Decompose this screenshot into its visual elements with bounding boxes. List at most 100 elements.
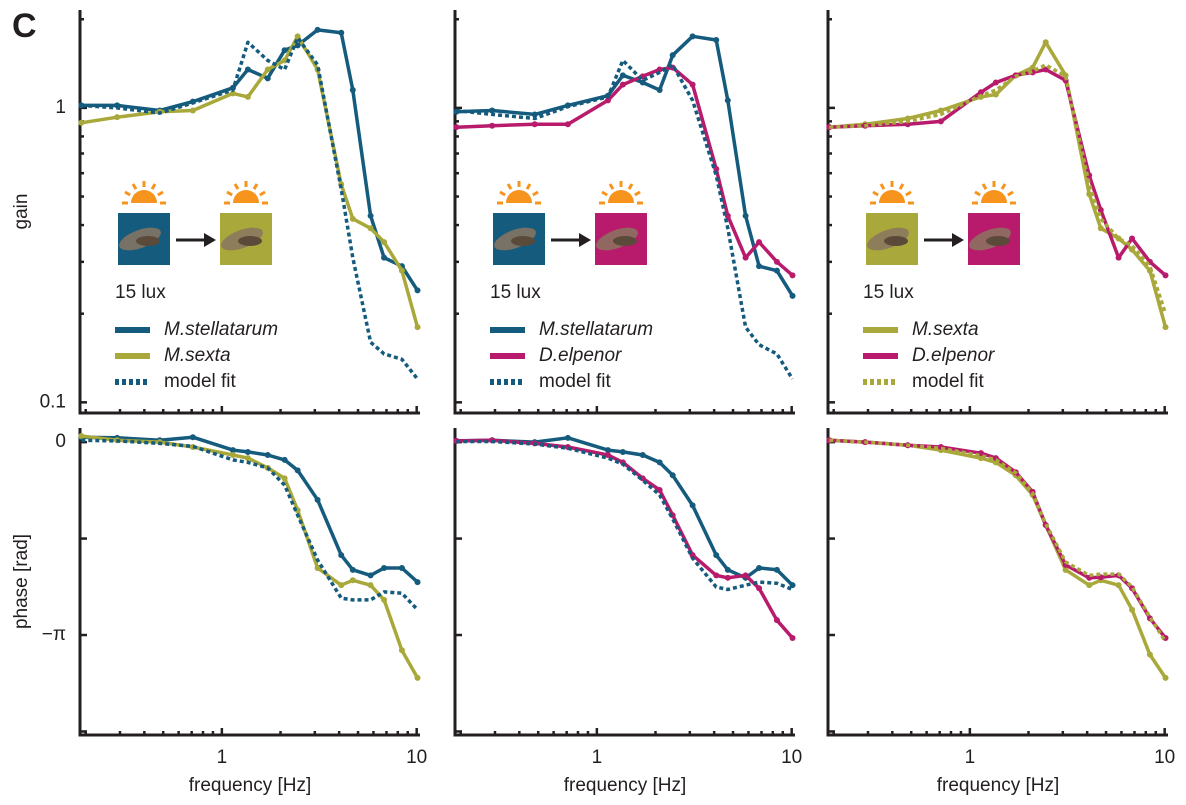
moth-body xyxy=(986,236,1010,246)
legend-label: M.stellatarum xyxy=(164,319,278,340)
sun-ray xyxy=(133,184,136,189)
data-point xyxy=(532,111,538,117)
sun-ray xyxy=(635,192,640,195)
data-point xyxy=(756,585,762,591)
data-point xyxy=(1098,225,1104,231)
data-point xyxy=(938,118,944,124)
annotation: 15 lux xyxy=(863,282,914,303)
model-line xyxy=(456,442,792,590)
data-point xyxy=(381,565,387,571)
data-point xyxy=(78,433,84,439)
data-point xyxy=(489,107,495,113)
moth-body xyxy=(238,236,262,246)
data-point xyxy=(725,97,731,103)
data-point xyxy=(743,213,749,219)
legend-label: D.elpenor xyxy=(912,345,995,366)
sun-ray xyxy=(527,184,530,189)
sun-ray xyxy=(254,184,257,189)
data-point xyxy=(670,52,676,58)
data-point xyxy=(620,72,626,78)
data-point xyxy=(350,567,356,573)
data-point xyxy=(381,239,387,245)
moth-body xyxy=(884,236,908,246)
data-point xyxy=(453,124,459,130)
data-point xyxy=(399,268,405,274)
data-line xyxy=(829,440,1165,638)
x-tick-label: 1 xyxy=(965,747,976,768)
arrow-head xyxy=(579,233,591,247)
sun-ray xyxy=(125,192,130,195)
sun-ray xyxy=(881,184,884,189)
data-point xyxy=(245,67,251,73)
data-line xyxy=(81,436,417,678)
sun xyxy=(506,190,532,203)
figure: C 0.11gain15 luxM.stellatarumM.sextamode… xyxy=(0,0,1186,805)
data-point xyxy=(743,572,749,578)
y-axis-label: phase [rad] xyxy=(11,534,32,629)
data-point xyxy=(350,216,356,222)
data-point xyxy=(713,552,719,558)
data-point xyxy=(993,79,999,85)
sun xyxy=(879,190,905,203)
data-point xyxy=(245,449,251,455)
data-point xyxy=(350,87,356,93)
data-point xyxy=(657,87,663,93)
data-point xyxy=(265,75,271,81)
data-point xyxy=(245,455,251,461)
data-point xyxy=(756,565,762,571)
data-point xyxy=(1163,324,1169,330)
x-tick-label: 1 xyxy=(592,747,603,768)
data-point xyxy=(399,647,405,653)
x-axis-label: frequency [Hz] xyxy=(937,775,1060,796)
legend-label: M.sexta xyxy=(912,319,979,340)
data-point xyxy=(1116,255,1122,261)
data-point xyxy=(1129,607,1135,613)
data-point xyxy=(415,675,421,681)
legend-label: M.stellatarum xyxy=(539,319,653,340)
data-point xyxy=(774,259,780,265)
data-point xyxy=(338,582,344,588)
sun-ray xyxy=(975,192,980,195)
data-point xyxy=(114,114,120,120)
sun xyxy=(233,190,259,203)
sun-ray xyxy=(533,192,538,195)
data-point xyxy=(1043,39,1049,45)
data-point xyxy=(725,575,731,581)
data-point xyxy=(190,434,196,440)
data-point xyxy=(774,617,780,623)
x-tick-label: 10 xyxy=(406,747,427,768)
data-point xyxy=(774,268,780,274)
data-point xyxy=(620,82,626,88)
sun xyxy=(131,190,157,203)
data-point xyxy=(565,435,571,441)
data-point xyxy=(756,239,762,245)
x-tick-label: 1 xyxy=(217,747,228,768)
data-point xyxy=(790,293,796,299)
data-point xyxy=(315,497,321,503)
x-axis-label: frequency [Hz] xyxy=(189,775,312,796)
legend-label: model fit xyxy=(539,371,612,392)
data-point xyxy=(690,33,696,39)
annotation: 15 lux xyxy=(115,282,166,303)
data-point xyxy=(1129,236,1135,242)
sun-ray xyxy=(500,192,505,195)
sun-icon xyxy=(224,181,268,203)
sun-ray xyxy=(610,184,613,189)
sun-icon xyxy=(497,181,541,203)
sun-ray xyxy=(602,192,607,195)
sun-ray xyxy=(1002,184,1005,189)
sun-ray xyxy=(629,184,632,189)
model-line xyxy=(829,440,1165,641)
data-point xyxy=(774,567,780,573)
y-tick-label: −π xyxy=(42,624,66,645)
data-point xyxy=(338,30,344,36)
sun-icon xyxy=(599,181,643,203)
sun-ray xyxy=(235,184,238,189)
data-point xyxy=(415,287,421,293)
sun-ray xyxy=(983,184,986,189)
data-point xyxy=(315,27,321,33)
legend-label: D.elpenor xyxy=(539,345,622,366)
data-point xyxy=(415,324,421,330)
data-point xyxy=(1163,272,1169,278)
moth-body xyxy=(136,236,160,246)
